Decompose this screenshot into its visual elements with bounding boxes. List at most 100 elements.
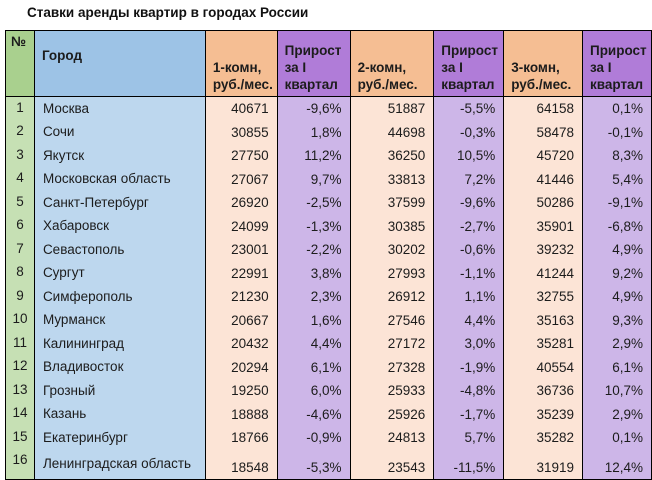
cell-rent-1room[interactable]: 19250 xyxy=(204,378,278,402)
cell-rent-3room[interactable]: 41244 xyxy=(503,261,583,285)
cell-rent-2room[interactable]: 23543 xyxy=(349,449,435,479)
cell-growth-2room[interactable]: -1,9% xyxy=(433,355,505,379)
cell-city[interactable]: Сургут xyxy=(33,261,206,285)
col-header-rent-2room[interactable]: 2-комн, руб./мес. xyxy=(349,30,435,97)
cell-city[interactable]: Симферополь xyxy=(33,284,206,308)
cell-city[interactable]: Ленинградская область xyxy=(33,449,206,479)
cell-rent-2room[interactable]: 30202 xyxy=(349,237,435,261)
cell-rent-3room[interactable]: 40554 xyxy=(503,355,583,379)
cell-rent-3room[interactable]: 31919 xyxy=(503,449,583,479)
cell-growth-3room[interactable]: 8,3% xyxy=(581,143,652,167)
cell-rent-1room[interactable]: 30855 xyxy=(204,120,278,144)
cell-rent-2room[interactable]: 27172 xyxy=(349,331,435,355)
cell-rent-2room[interactable]: 25933 xyxy=(349,378,435,402)
cell-city[interactable]: Якутск xyxy=(33,143,206,167)
cell-city[interactable]: Москва xyxy=(33,96,206,120)
cell-rent-2room[interactable]: 36250 xyxy=(349,143,435,167)
cell-rent-3room[interactable]: 39232 xyxy=(503,237,583,261)
cell-rent-2room[interactable]: 27993 xyxy=(349,261,435,285)
cell-rent-2room[interactable]: 30385 xyxy=(349,214,435,238)
cell-growth-2room[interactable]: 5,7% xyxy=(433,425,505,449)
cell-growth-1room[interactable]: -2,2% xyxy=(276,237,351,261)
cell-row-number[interactable]: 3 xyxy=(5,143,35,167)
col-header-number[interactable]: № xyxy=(5,30,35,97)
cell-growth-3room[interactable]: 9,2% xyxy=(581,261,652,285)
cell-row-number[interactable]: 1 xyxy=(5,96,35,120)
cell-city[interactable]: Мурманск xyxy=(33,308,206,332)
cell-rent-3room[interactable]: 35281 xyxy=(503,331,583,355)
cell-growth-1room[interactable]: 3,8% xyxy=(276,261,351,285)
cell-growth-1room[interactable]: -4,6% xyxy=(276,402,351,426)
cell-rent-2room[interactable]: 44698 xyxy=(349,120,435,144)
cell-growth-1room[interactable]: -0,9% xyxy=(276,425,351,449)
cell-rent-2room[interactable]: 33813 xyxy=(349,167,435,191)
cell-growth-2room[interactable]: -5,5% xyxy=(433,96,505,120)
cell-row-number[interactable]: 15 xyxy=(5,425,35,449)
cell-growth-1room[interactable]: -2,5% xyxy=(276,190,351,214)
cell-growth-3room[interactable]: -0,1% xyxy=(581,120,652,144)
cell-growth-2room[interactable]: -0,3% xyxy=(433,120,505,144)
cell-rent-1room[interactable]: 24099 xyxy=(204,214,278,238)
col-header-growth-3room[interactable]: Прирост за I квартал xyxy=(581,30,652,97)
cell-growth-3room[interactable]: 0,1% xyxy=(581,425,652,449)
cell-rent-2room[interactable]: 51887 xyxy=(349,96,435,120)
cell-growth-2room[interactable]: -0,6% xyxy=(433,237,505,261)
cell-city[interactable]: Сочи xyxy=(33,120,206,144)
cell-growth-1room[interactable]: 6,1% xyxy=(276,355,351,379)
cell-rent-1room[interactable]: 26920 xyxy=(204,190,278,214)
cell-rent-2room[interactable]: 25926 xyxy=(349,402,435,426)
cell-city[interactable]: Екатеринбург xyxy=(33,425,206,449)
cell-growth-2room[interactable]: -1,7% xyxy=(433,402,505,426)
cell-growth-3room[interactable]: 2,9% xyxy=(581,331,652,355)
cell-rent-1room[interactable]: 23001 xyxy=(204,237,278,261)
cell-growth-1room[interactable]: -1,3% xyxy=(276,214,351,238)
cell-row-number[interactable]: 5 xyxy=(5,190,35,214)
cell-row-number[interactable]: 16 xyxy=(5,449,35,479)
cell-rent-3room[interactable]: 35239 xyxy=(503,402,583,426)
cell-growth-1room[interactable]: -5,3% xyxy=(276,449,351,479)
col-header-city[interactable]: Город xyxy=(33,30,206,97)
cell-row-number[interactable]: 6 xyxy=(5,214,35,238)
cell-growth-2room[interactable]: 1,1% xyxy=(433,284,505,308)
cell-growth-1room[interactable]: 1,6% xyxy=(276,308,351,332)
cell-rent-1room[interactable]: 20294 xyxy=(204,355,278,379)
cell-growth-2room[interactable]: 10,5% xyxy=(433,143,505,167)
cell-growth-3room[interactable]: 5,4% xyxy=(581,167,652,191)
cell-city[interactable]: Севастополь xyxy=(33,237,206,261)
cell-rent-2room[interactable]: 27328 xyxy=(349,355,435,379)
cell-row-number[interactable]: 8 xyxy=(5,261,35,285)
cell-growth-3room[interactable]: -6,8% xyxy=(581,214,652,238)
cell-rent-3room[interactable]: 50286 xyxy=(503,190,583,214)
cell-city[interactable]: Казань xyxy=(33,402,206,426)
cell-city[interactable]: Санкт-Петербург xyxy=(33,190,206,214)
cell-growth-1room[interactable]: 2,3% xyxy=(276,284,351,308)
col-header-rent-1room[interactable]: 1-комн, руб./мес. xyxy=(204,30,278,97)
cell-rent-1room[interactable]: 20667 xyxy=(204,308,278,332)
cell-growth-3room[interactable]: 9,3% xyxy=(581,308,652,332)
cell-rent-1room[interactable]: 40671 xyxy=(204,96,278,120)
cell-row-number[interactable]: 9 xyxy=(5,284,35,308)
cell-rent-3room[interactable]: 36736 xyxy=(503,378,583,402)
cell-rent-2room[interactable]: 27546 xyxy=(349,308,435,332)
cell-growth-3room[interactable]: 4,9% xyxy=(581,237,652,261)
cell-growth-3room[interactable]: 4,9% xyxy=(581,284,652,308)
cell-growth-3room[interactable]: 2,9% xyxy=(581,402,652,426)
cell-rent-1room[interactable]: 20432 xyxy=(204,331,278,355)
cell-rent-3room[interactable]: 64158 xyxy=(503,96,583,120)
cell-rent-1room[interactable]: 22991 xyxy=(204,261,278,285)
cell-rent-3room[interactable]: 35282 xyxy=(503,425,583,449)
cell-growth-1room[interactable]: 11,2% xyxy=(276,143,351,167)
cell-rent-2room[interactable]: 24813 xyxy=(349,425,435,449)
cell-rent-1room[interactable]: 27750 xyxy=(204,143,278,167)
cell-rent-3room[interactable]: 32755 xyxy=(503,284,583,308)
cell-growth-2room[interactable]: -4,8% xyxy=(433,378,505,402)
cell-rent-3room[interactable]: 58478 xyxy=(503,120,583,144)
cell-city[interactable]: Калининград xyxy=(33,331,206,355)
cell-growth-1room[interactable]: 1,8% xyxy=(276,120,351,144)
cell-growth-1room[interactable]: 9,7% xyxy=(276,167,351,191)
cell-rent-1room[interactable]: 18548 xyxy=(204,449,278,479)
cell-row-number[interactable]: 2 xyxy=(5,120,35,144)
cell-rent-1room[interactable]: 18888 xyxy=(204,402,278,426)
cell-row-number[interactable]: 4 xyxy=(5,167,35,191)
cell-growth-2room[interactable]: -11,5% xyxy=(433,449,505,479)
